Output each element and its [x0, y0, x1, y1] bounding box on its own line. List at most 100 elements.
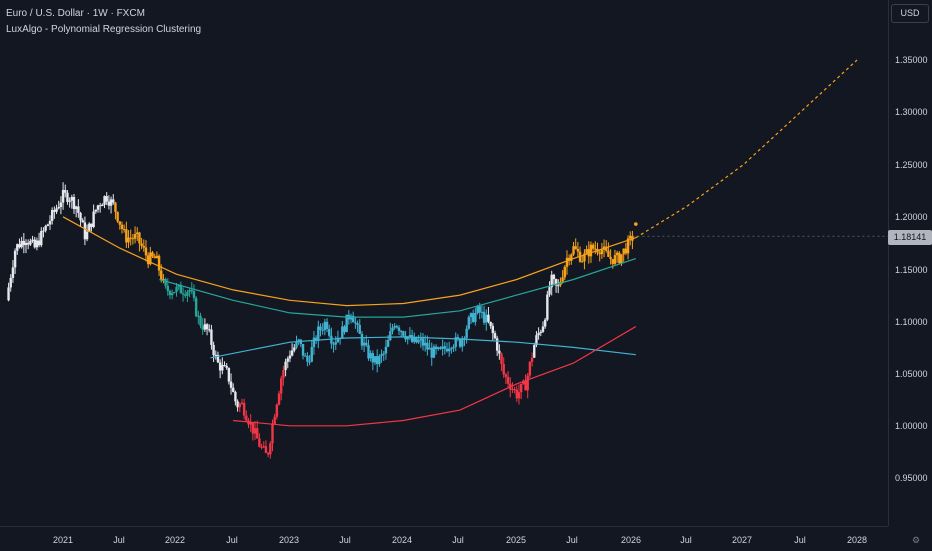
candle-body [232, 387, 235, 392]
candle-body [44, 225, 47, 231]
candle-body [284, 361, 287, 371]
candle-body [151, 252, 154, 257]
candle-body [447, 348, 451, 352]
candle-body [386, 340, 390, 347]
candle-body [199, 315, 202, 326]
candle-body [155, 255, 159, 259]
indicator-title[interactable]: LuxAlgo - Polynomial Regression Clusteri… [6, 24, 202, 35]
candle-body [9, 277, 12, 288]
x-tick-label: Jul [794, 535, 806, 545]
candle-body [443, 346, 447, 349]
candle-body [118, 221, 122, 225]
regression-curve-teal [159, 258, 636, 318]
candle-body [88, 223, 91, 232]
x-tick-label: Jul [226, 535, 238, 545]
currency-button[interactable]: USD [891, 4, 929, 23]
candle-body [362, 342, 366, 346]
candle-body [365, 342, 368, 346]
candle-body [454, 337, 457, 347]
candle-body [574, 246, 577, 249]
candle-body [410, 335, 414, 342]
candle-body [524, 380, 527, 391]
candle-body [144, 247, 148, 256]
candle-body [221, 365, 224, 371]
candle-body [77, 206, 80, 213]
candle-body [463, 338, 466, 340]
candle-body [208, 329, 211, 331]
candle-body [205, 324, 209, 330]
candle-body [576, 248, 580, 252]
candle-body [552, 274, 556, 280]
candle-body [258, 438, 261, 447]
candle-body [79, 212, 82, 221]
candle-body [567, 257, 571, 261]
candle-body [153, 256, 156, 259]
candle-body [103, 196, 106, 205]
candle-body [249, 422, 252, 425]
candle-body [13, 250, 17, 268]
candle-body [308, 361, 311, 363]
price-axis[interactable] [888, 0, 932, 526]
candle-body [59, 202, 63, 208]
candle-body [358, 324, 361, 334]
candle-body [53, 210, 56, 212]
candle-body [210, 329, 213, 345]
chart-legend: Euro / U.S. Dollar · 1W · FXCM LuxAlgo -… [6, 6, 201, 38]
candle-body [391, 327, 394, 332]
x-tick-label: 2021 [52, 535, 74, 545]
candle-body [609, 256, 612, 260]
x-tick-label: 2028 [846, 535, 868, 545]
candle-body [114, 202, 117, 212]
candle-body [29, 241, 32, 245]
candle-body [539, 331, 542, 333]
symbol-title[interactable]: Euro / U.S. Dollar · 1W · FXCM [6, 8, 145, 19]
candle-body [181, 293, 185, 295]
candle-body [583, 253, 586, 262]
x-tick-label: Jul [566, 535, 578, 545]
candle-body [94, 209, 98, 212]
candle-body [526, 375, 529, 391]
x-tick-label: 2025 [505, 535, 527, 545]
candle-body [557, 285, 560, 287]
candle-body [7, 287, 10, 301]
candle-body [122, 229, 126, 231]
last-price-label: 1.18141 [888, 230, 932, 245]
candle-body [561, 277, 564, 282]
candle-body [389, 331, 392, 341]
candle-body [530, 357, 534, 362]
candle-body [565, 257, 569, 267]
candle-body [227, 367, 231, 382]
candle-body [437, 347, 440, 350]
candle-body [194, 297, 198, 317]
candle-body [238, 403, 241, 408]
candle-body [31, 239, 34, 242]
y-tick-label: 1.10000 [895, 317, 928, 327]
candle-body [74, 206, 78, 210]
candle-body [16, 244, 19, 251]
candle-body [229, 381, 233, 388]
candle-body [264, 446, 268, 453]
candle-body [434, 346, 438, 350]
candle-body [622, 248, 625, 255]
candle-body [319, 326, 322, 330]
candle-body [120, 224, 124, 230]
candle-body [375, 356, 379, 365]
candle-body [218, 362, 222, 371]
candle-body [591, 244, 595, 249]
candle-body [456, 337, 460, 339]
time-axis[interactable] [0, 526, 888, 551]
axis-settings-icon[interactable]: ⚙ [912, 535, 921, 545]
candle-body [487, 314, 490, 322]
candle-body [142, 245, 145, 248]
candle-body [262, 446, 265, 448]
price-chart[interactable] [0, 0, 888, 526]
candle-body [170, 293, 174, 296]
candle-body [467, 317, 471, 329]
candle-body [236, 401, 239, 408]
y-tick-label: 1.00000 [895, 421, 928, 431]
candle-body [66, 192, 69, 202]
candle-body [474, 313, 477, 322]
candle-body [519, 383, 523, 393]
candle-body [192, 291, 196, 298]
